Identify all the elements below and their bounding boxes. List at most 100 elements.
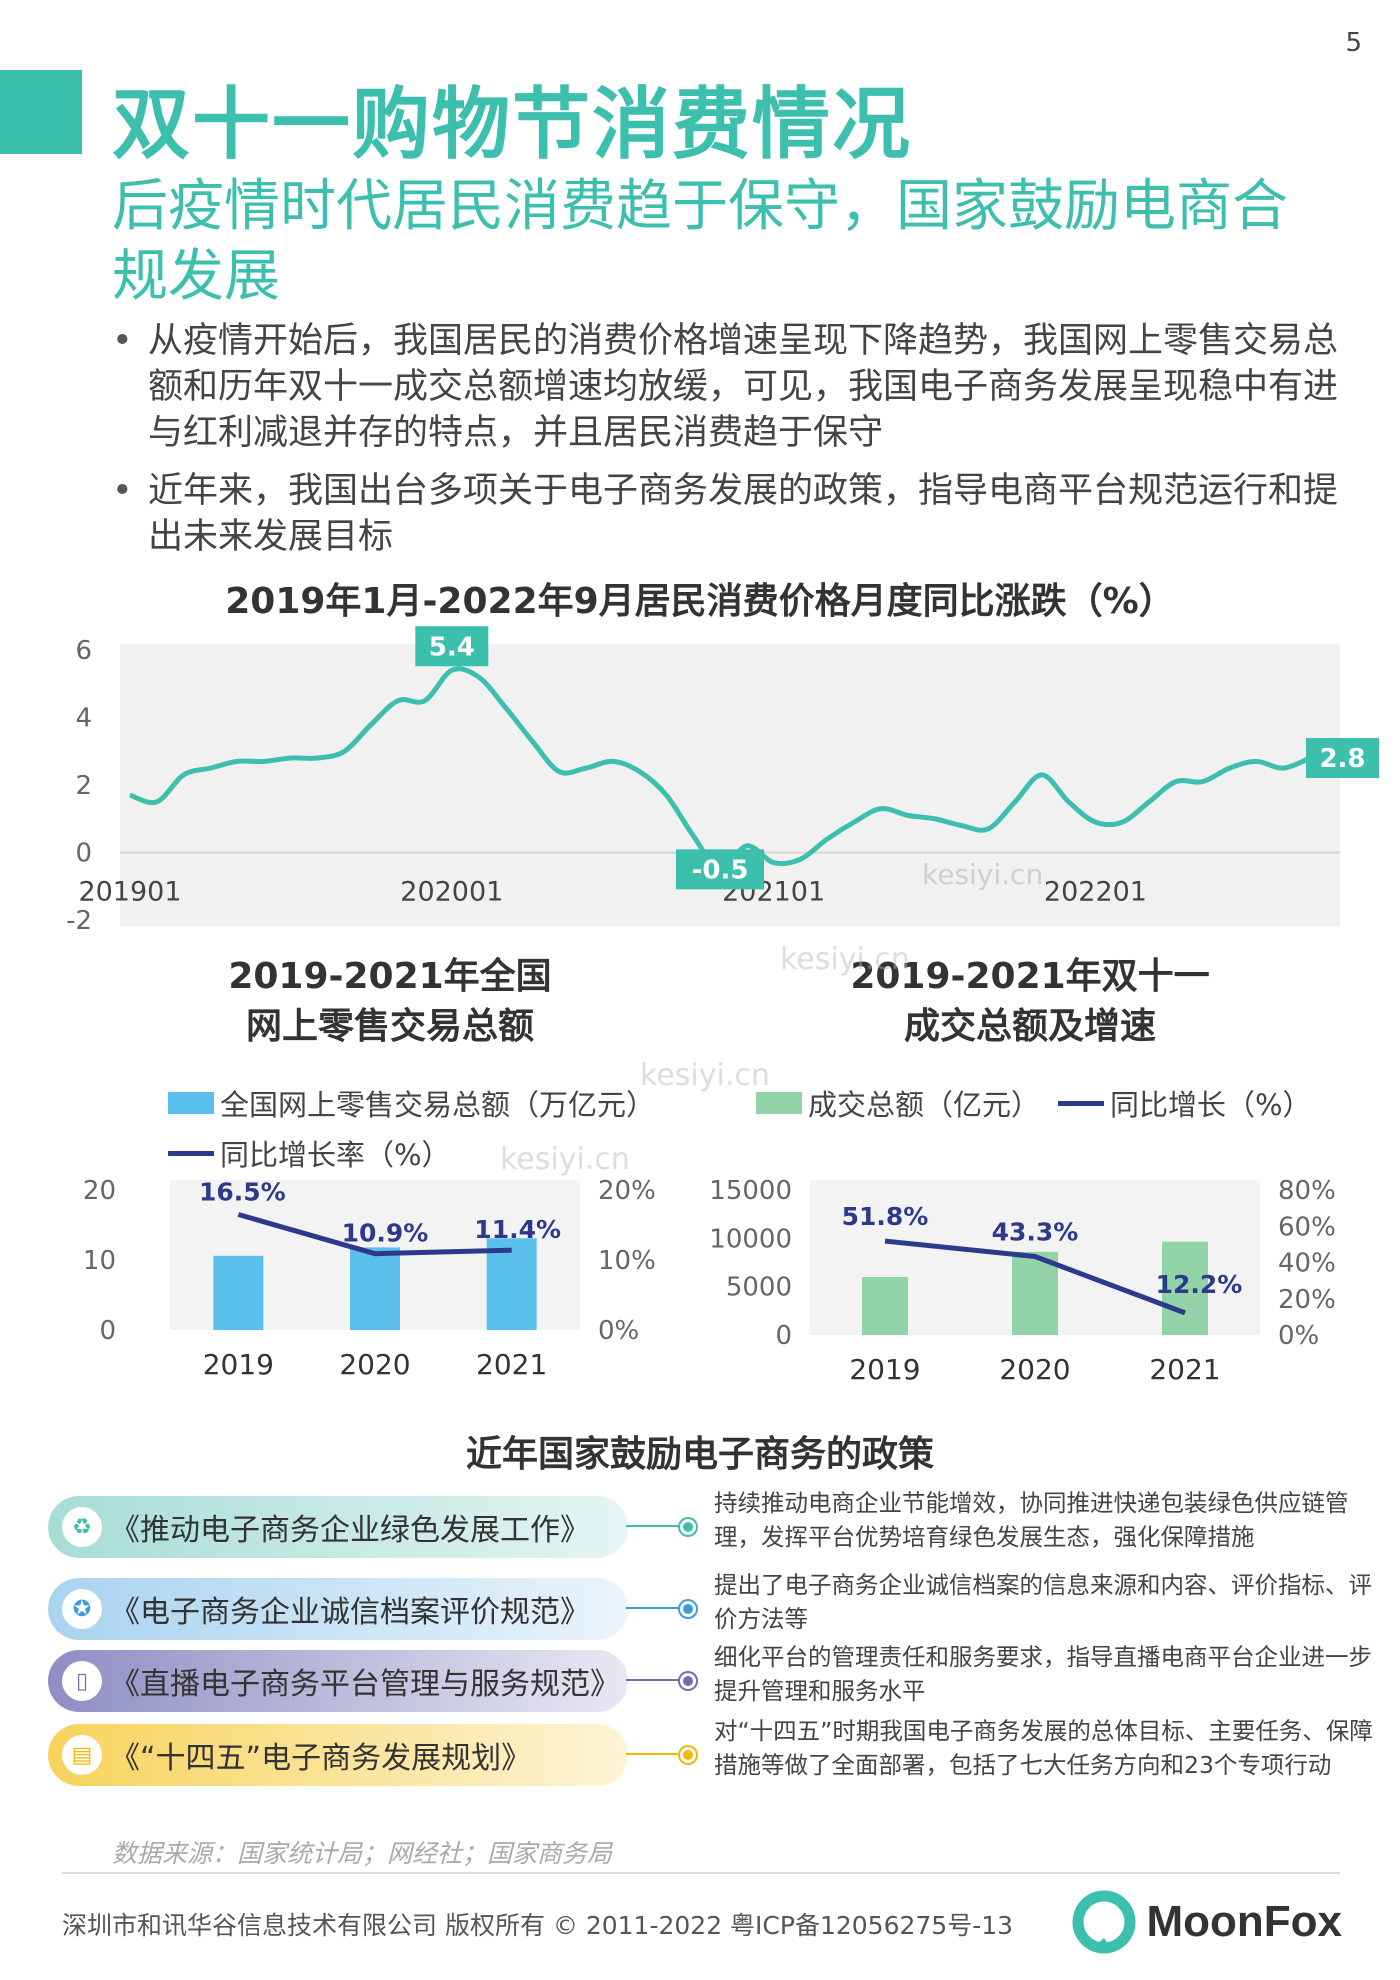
policy-connector bbox=[626, 1753, 688, 1755]
watermark: kesiyi.cn bbox=[640, 1058, 770, 1093]
policy-dot bbox=[680, 1747, 696, 1763]
page-subtitle: 后疫情时代居民消费趋于保守，国家鼓励电商合规发展 bbox=[112, 174, 1288, 309]
moonfox-logo-icon bbox=[1072, 1890, 1136, 1954]
policy-connector bbox=[626, 1607, 688, 1609]
y-right-tick-label: 0% bbox=[598, 1316, 639, 1346]
x-tick-label: 202001 bbox=[400, 877, 503, 908]
growth-line bbox=[884, 1238, 1186, 1316]
policy-row: ✪ 《电子商务企业诚信档案评价规范》 提出了电子商务企业诚信档案的信息来源和内容… bbox=[48, 1571, 1372, 1640]
data-source: 数据来源：国家统计局；网经社；国家商务局 bbox=[112, 1839, 613, 1868]
policy-pill: ♻ 《推动电子商务企业绿色发展工作》 bbox=[48, 1496, 628, 1558]
growth-label: 12.2% bbox=[1156, 1270, 1243, 1299]
x-tick-label: 2021 bbox=[476, 1348, 547, 1381]
x-tick-label: 2020 bbox=[999, 1353, 1070, 1386]
bar bbox=[1012, 1251, 1058, 1335]
legend-swatch bbox=[168, 1150, 214, 1156]
growth-line bbox=[237, 1212, 512, 1257]
data-label: 5.4 bbox=[429, 632, 475, 662]
policy-description: 细化平台的管理责任和服务要求，指导直播电商平台企业进一步提升管理和服务水平 bbox=[714, 1643, 1372, 1705]
bullet-item: 从疫情开始后，我国居民的消费价格增速呈现下降趋势，我国网上零售交易总额和历年双十… bbox=[112, 318, 1342, 456]
y-right-tick-label: 80% bbox=[1278, 1176, 1336, 1206]
policy-name: 《推动电子商务企业绿色发展工作》 bbox=[110, 1513, 590, 1548]
y-left-tick-label: 0 bbox=[99, 1316, 116, 1346]
double11-chart-title-line2: 成交总额及增速 bbox=[903, 1006, 1156, 1047]
policy-connector bbox=[626, 1525, 688, 1527]
y-right-tick-label: 60% bbox=[1278, 1212, 1336, 1242]
double11-legend-line: 同比增长（%） bbox=[1058, 1082, 1312, 1124]
policy-row: ♻ 《推动电子商务企业绿色发展工作》 持续推动电商企业节能增效，协同推进快递包装… bbox=[48, 1489, 1368, 1558]
bar bbox=[486, 1238, 537, 1330]
growth-label: 51.8% bbox=[842, 1202, 929, 1231]
policy-pill: ✪ 《电子商务企业诚信档案评价规范》 bbox=[48, 1578, 628, 1640]
policy-dot bbox=[680, 1673, 696, 1689]
legend-swatch bbox=[1058, 1100, 1104, 1106]
growth-label: 16.5% bbox=[199, 1178, 286, 1207]
y-tick-label: 6 bbox=[75, 636, 92, 666]
policy-pill: ▤ 《“十四五”电子商务发展规划》 bbox=[48, 1724, 628, 1786]
retail-legend-line: 同比增长率（%） bbox=[168, 1132, 451, 1174]
watermark: kesiyi.cn bbox=[500, 1142, 630, 1177]
title-accent-bar bbox=[0, 70, 82, 154]
retail-bar-chart: 20 10 0 20% 10% 0% 2019 2020 2021 16.5% 10.9% 11.4% bbox=[83, 1176, 656, 1381]
x-tick-label: 202201 bbox=[1044, 877, 1147, 908]
y-tick-label: 4 bbox=[75, 704, 92, 734]
phone-icon: ▯ bbox=[62, 1661, 102, 1701]
recycle-icon: ♻ bbox=[62, 1507, 102, 1547]
y-right-tick-label: 20% bbox=[598, 1176, 656, 1206]
policy-description: 对“十四五”时期我国电子商务发展的总体目标、主要任务、保障措施等做了全面部署，包… bbox=[714, 1717, 1373, 1779]
y-tick-label: 0 bbox=[75, 839, 92, 869]
growth-label: 10.9% bbox=[342, 1219, 429, 1248]
double11-chart-title: 2019-2021年双十一 成交总额及增速 bbox=[720, 952, 1340, 1052]
moonfox-logo-text: MoonFox bbox=[1146, 1897, 1342, 1946]
policy-dot bbox=[680, 1519, 696, 1535]
y-left-tick-label: 5000 bbox=[726, 1273, 792, 1303]
watermark: kesiyi.cn bbox=[780, 942, 910, 977]
growth-label: 11.4% bbox=[474, 1215, 561, 1244]
retail-chart-title: 2019-2021年全国 网上零售交易总额 bbox=[100, 952, 680, 1052]
cpi-chart-title: 2019年1月-2022年9月居民消费价格月度同比涨跌（%） bbox=[225, 581, 1175, 622]
legend-label: 同比增长率（%） bbox=[220, 1138, 451, 1172]
award-icon: ✪ bbox=[62, 1589, 102, 1629]
x-tick-label: 201901 bbox=[78, 877, 181, 908]
document-icon: ▤ bbox=[62, 1735, 102, 1775]
watermark: kesiyi.cn bbox=[922, 858, 1044, 891]
moonfox-logo: MoonFox bbox=[1072, 1890, 1342, 1954]
page-number: 5 bbox=[1345, 28, 1362, 58]
x-tick-label: 2019 bbox=[203, 1348, 274, 1381]
y-left-tick-label: 20 bbox=[83, 1176, 116, 1206]
bar bbox=[213, 1255, 264, 1330]
double11-legend-bar: 成交总额（亿元） bbox=[756, 1082, 1040, 1124]
policy-pill: ▯ 《直播电子商务平台管理与服务规范》 bbox=[48, 1650, 628, 1712]
policy-dot bbox=[680, 1601, 696, 1617]
legend-label: 全国网上零售交易总额（万亿元） bbox=[220, 1088, 656, 1122]
y-right-tick-label: 40% bbox=[1278, 1249, 1336, 1279]
double11-chart-title-line1: 2019-2021年双十一 bbox=[850, 956, 1210, 997]
y-tick-label: 2 bbox=[75, 771, 92, 801]
page-title: 双十一购物节消费情况 bbox=[112, 80, 913, 170]
policy-description: 持续推动电商企业节能增效，协同推进快递包装绿色供应链管理，发挥平台优势培育绿色发… bbox=[714, 1489, 1349, 1551]
data-label-box bbox=[676, 849, 764, 890]
y-right-tick-label: 10% bbox=[598, 1246, 656, 1276]
policy-name: 《电子商务企业诚信档案评价规范》 bbox=[110, 1595, 590, 1630]
footer-divider bbox=[62, 1872, 1340, 1874]
bar bbox=[862, 1277, 908, 1335]
x-tick-label: 2019 bbox=[849, 1353, 920, 1386]
x-tick-label: 2020 bbox=[339, 1348, 410, 1381]
legend-swatch bbox=[756, 1092, 802, 1114]
y-left-tick-label: 15000 bbox=[709, 1176, 792, 1206]
data-label: -0.5 bbox=[692, 855, 749, 885]
data-label: 2.8 bbox=[1319, 744, 1365, 774]
x-tick-label: 2021 bbox=[1149, 1353, 1220, 1386]
data-label-box bbox=[1306, 738, 1379, 778]
policy-section-title: 近年国家鼓励电子商务的政策 bbox=[465, 1434, 934, 1475]
legend-label: 成交总额（亿元） bbox=[808, 1088, 1041, 1122]
y-right-tick-label: 0% bbox=[1278, 1321, 1319, 1351]
legend-label: 同比增长（%） bbox=[1110, 1088, 1312, 1122]
retail-legend-bar: 全国网上零售交易总额（万亿元） bbox=[168, 1082, 655, 1124]
data-label-box bbox=[415, 626, 489, 667]
y-tick-label: -2 bbox=[66, 906, 92, 936]
bar bbox=[350, 1247, 400, 1330]
policy-name: 《直播电子商务平台管理与服务规范》 bbox=[110, 1667, 620, 1702]
copyright-text: 深圳市和讯华谷信息技术有限公司 版权所有 © 2011-2022 粤ICP备12… bbox=[62, 1911, 1014, 1940]
